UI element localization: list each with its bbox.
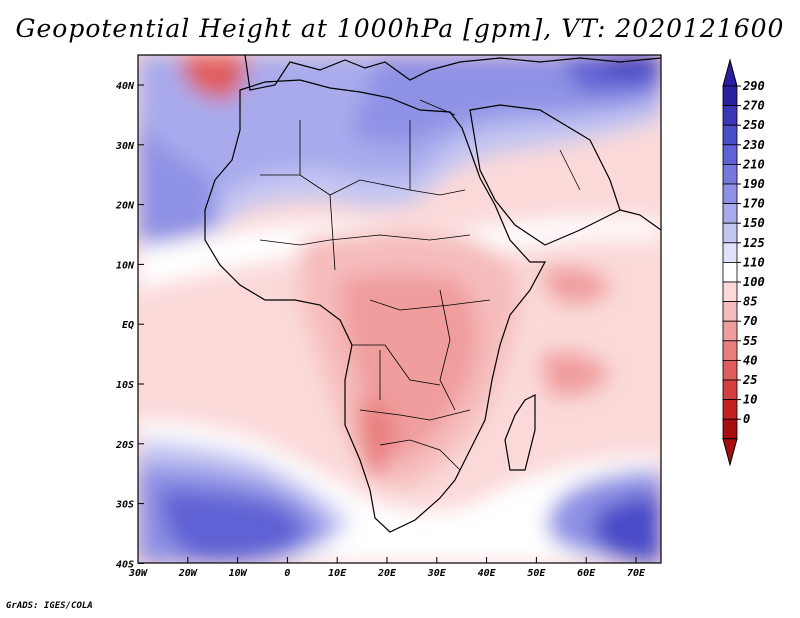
- lon-tick-label: 50E: [527, 568, 546, 579]
- iberian-low: [180, 55, 246, 100]
- colorbar-label: 25: [742, 373, 757, 387]
- lon-tick-label: 20W: [178, 568, 198, 579]
- kalahari-low: [359, 399, 395, 480]
- lat-tick-label: 10S: [116, 380, 134, 391]
- colorbar-arrow-top: [722, 58, 738, 87]
- south-atlantic-high-core: [160, 490, 303, 561]
- lon-tick-label: 70E: [627, 568, 646, 579]
- colorbar-segment: [722, 222, 738, 244]
- lon-tick-label: 40E: [478, 568, 497, 579]
- colorbar-segment: [722, 183, 738, 205]
- colorbar-label: 290: [742, 79, 765, 93]
- colorbar-segment: [722, 144, 738, 165]
- colorbar-label: 55: [743, 334, 757, 348]
- colorbar-segment: [722, 359, 738, 381]
- lat-tick-label: 30S: [115, 500, 134, 511]
- colorbar-label: 70: [743, 314, 757, 328]
- lat-tick-label: 30N: [115, 141, 135, 152]
- indian-ocean-high-core: [592, 495, 661, 563]
- lat-tick-label: 20N: [115, 201, 135, 212]
- colorbar-label: 0: [743, 412, 750, 426]
- grads-credit: GrADS: IGES/COLA: [6, 601, 93, 611]
- longitude-axis: 30W 20W 10W 0 10E 20E 30E 40E 50E 60E 70E: [128, 557, 646, 579]
- colorbar-label: 190: [743, 177, 765, 191]
- colorbar-segment: [722, 124, 738, 146]
- colorbar-segment: [722, 418, 738, 440]
- lon-tick-label: 10W: [229, 568, 248, 579]
- lat-tick-label: 40S: [116, 559, 134, 570]
- colorbar-segment: [722, 281, 738, 303]
- colorbar-label: 85: [743, 295, 757, 309]
- arabian-sea-low: [540, 267, 610, 304]
- lon-tick-label: 30E: [427, 568, 447, 579]
- africa-coastline: [204, 79, 547, 533]
- colorbar-label: 250: [742, 118, 765, 132]
- colorbar-label: 230: [742, 138, 765, 152]
- map-frame: [137, 54, 662, 564]
- colorbar-label: 170: [743, 197, 765, 211]
- height-field: [138, 55, 661, 563]
- lon-tick-label: 10E: [328, 568, 347, 579]
- india-coastline: [619, 209, 661, 231]
- lon-tick-label: 30W: [128, 568, 148, 579]
- lat-tick-label: 10N: [116, 260, 135, 271]
- lat-tick-label: 40N: [116, 81, 135, 92]
- colorbar-segment: [722, 301, 738, 322]
- colorbar-segment: [722, 320, 738, 342]
- colorbar-label: 210: [742, 157, 765, 171]
- colorbar-label: 125: [743, 236, 765, 250]
- country-borders: [259, 99, 581, 471]
- colorbar: 2902702502302101901701501251101008570554…: [722, 58, 765, 467]
- europe-coastline: [244, 55, 661, 91]
- colorbar-label: 270: [742, 99, 765, 113]
- colorbar-label: 110: [743, 255, 765, 269]
- lat-tick-label: 20S: [115, 440, 134, 451]
- colorbar-segment: [722, 163, 738, 185]
- lon-tick-label: 60E: [577, 568, 596, 579]
- latitude-axis: 40N 30N 20N 10N EQ 10S 20S 30S 40S: [115, 81, 144, 570]
- colorbar-arrow-bottom: [722, 438, 738, 467]
- atlantic-high: [138, 120, 218, 242]
- lon-tick-label: 20E: [377, 568, 397, 579]
- chart-title: Geopotential Height at 1000hPa [gpm], VT…: [15, 14, 785, 43]
- lat-tick-label: EQ: [122, 320, 134, 331]
- arabia-coastline: [469, 104, 621, 246]
- colorbar-segment: [722, 340, 738, 361]
- lon-tick-label: 0: [284, 568, 290, 579]
- colorbar-segment: [722, 85, 738, 107]
- colorbar-segment: [722, 203, 738, 224]
- colorbar-label: 150: [743, 216, 765, 230]
- colorbar-segment: [722, 399, 738, 420]
- colorbar-segment: [722, 105, 738, 126]
- colorbar-label: 100: [743, 275, 765, 289]
- colorbar-label: 10: [743, 393, 757, 407]
- colorbar-segment: [722, 242, 738, 263]
- madagascar-coastline: [504, 394, 536, 471]
- colorbar-label: 40: [743, 353, 757, 367]
- indian-ocean-low: [540, 352, 610, 396]
- coastlines: [204, 55, 661, 533]
- colorbar-segment: [722, 261, 738, 283]
- colorbar-segment: [722, 379, 738, 401]
